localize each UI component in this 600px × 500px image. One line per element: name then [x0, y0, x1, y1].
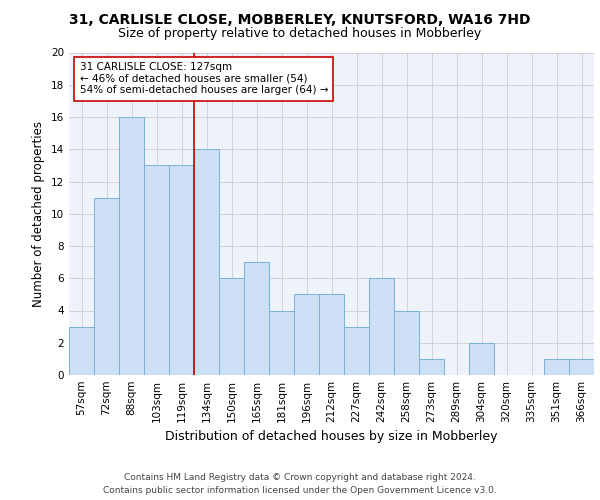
Bar	[469, 343, 494, 375]
Bar	[269, 310, 294, 375]
X-axis label: Distribution of detached houses by size in Mobberley: Distribution of detached houses by size …	[165, 430, 498, 444]
Text: 31, CARLISLE CLOSE, MOBBERLEY, KNUTSFORD, WA16 7HD: 31, CARLISLE CLOSE, MOBBERLEY, KNUTSFORD…	[69, 12, 531, 26]
Text: Contains HM Land Registry data © Crown copyright and database right 2024.
Contai: Contains HM Land Registry data © Crown c…	[103, 473, 497, 495]
Bar	[344, 326, 369, 375]
Bar	[244, 262, 269, 375]
Bar	[69, 326, 94, 375]
Bar	[294, 294, 319, 375]
Bar	[94, 198, 119, 375]
Bar	[419, 359, 444, 375]
Bar	[194, 149, 219, 375]
Bar	[394, 310, 419, 375]
Bar	[544, 359, 569, 375]
Y-axis label: Number of detached properties: Number of detached properties	[32, 120, 46, 306]
Bar	[319, 294, 344, 375]
Text: 31 CARLISLE CLOSE: 127sqm
← 46% of detached houses are smaller (54)
54% of semi-: 31 CARLISLE CLOSE: 127sqm ← 46% of detac…	[79, 62, 328, 96]
Bar	[169, 166, 194, 375]
Bar	[119, 117, 144, 375]
Bar	[369, 278, 394, 375]
Bar	[569, 359, 594, 375]
Bar	[144, 166, 169, 375]
Bar	[219, 278, 244, 375]
Text: Size of property relative to detached houses in Mobberley: Size of property relative to detached ho…	[118, 28, 482, 40]
